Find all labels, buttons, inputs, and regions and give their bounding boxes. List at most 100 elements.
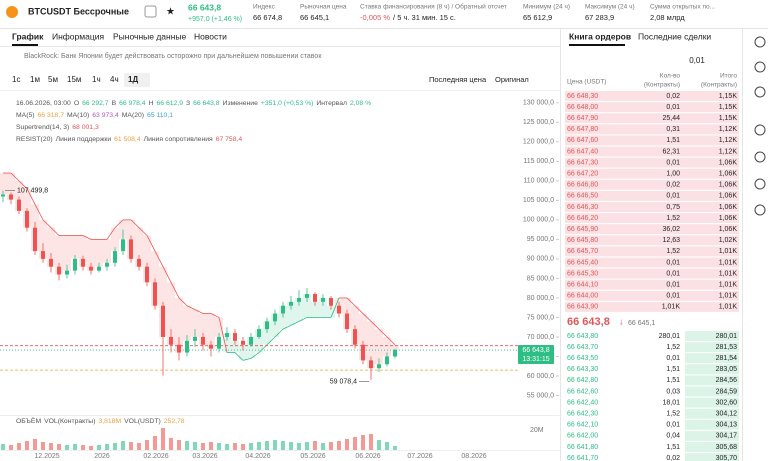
depth-bar xyxy=(565,91,739,101)
volume-bar xyxy=(281,441,285,450)
tab[interactable]: Информация xyxy=(52,31,104,41)
supertrend-line xyxy=(154,250,164,267)
volume-bar xyxy=(81,445,85,450)
candle-body xyxy=(313,294,317,302)
candle-body xyxy=(337,305,341,314)
tab[interactable]: Книга ордеров xyxy=(569,31,631,41)
supertrend-band xyxy=(103,239,111,263)
volume-bar xyxy=(305,442,309,450)
side-icon[interactable] xyxy=(754,61,766,73)
side-icon[interactable] xyxy=(754,36,766,48)
side-icon[interactable] xyxy=(754,204,766,216)
stat-value: 2,08 млрд xyxy=(650,13,685,22)
legend-item: Н xyxy=(149,100,154,107)
stat-label: Индекс xyxy=(253,4,276,11)
book-qty: 1,52 xyxy=(666,411,680,418)
y-tick-label: 85 000,0 xyxy=(527,275,554,282)
depth-bar xyxy=(565,235,739,246)
candle-body xyxy=(81,258,85,267)
candle-body xyxy=(257,329,261,337)
depth-bar xyxy=(685,442,739,452)
supertrend-line xyxy=(362,313,372,322)
book-qty: 1,00 xyxy=(666,171,680,178)
candle-body xyxy=(241,340,245,345)
interval: 1с xyxy=(12,75,20,84)
book-price: 66 646,30 xyxy=(567,204,598,211)
supertrend-band xyxy=(15,180,23,211)
candle-body xyxy=(369,360,373,369)
legend: ОБЪЁМ VOL(Контракты) 3,818M VOL(USDT) 252,78 xyxy=(16,417,185,425)
candle-body xyxy=(345,313,349,330)
book-price: 66 642,60 xyxy=(567,388,598,395)
volume-bar xyxy=(289,442,293,450)
candle-body xyxy=(185,340,189,353)
candle-body xyxy=(177,344,181,353)
volume-bar xyxy=(49,443,53,450)
volume-bar xyxy=(89,446,93,450)
book-total: 302,60 xyxy=(716,399,738,406)
x-tick-label: 02.2026 xyxy=(143,453,168,460)
volume-bar xyxy=(17,443,21,450)
legend-item: VOL(Контракты) xyxy=(44,418,95,425)
supertrend-line xyxy=(298,317,308,322)
book-qty: 36,02 xyxy=(662,226,680,233)
candle-body xyxy=(25,210,29,228)
book-qty: 0,01 xyxy=(666,270,680,277)
volume-bar xyxy=(337,441,341,450)
side-icon[interactable] xyxy=(754,178,766,190)
supertrend-line xyxy=(354,305,364,314)
supertrend-band xyxy=(319,297,327,318)
tab[interactable]: Рыночные данные xyxy=(113,31,187,41)
supertrend-band xyxy=(111,227,119,252)
book-header: Кол-во xyxy=(660,73,681,80)
tab[interactable]: Последние сделки xyxy=(638,31,711,41)
tab[interactable]: График xyxy=(12,31,44,41)
legend-item: MA(10) xyxy=(67,112,89,119)
view-mode[interactable]: Оригинал xyxy=(495,75,529,84)
y-tick-label: 95 000,0 xyxy=(527,236,554,243)
depth-bar xyxy=(685,375,739,386)
supertrend-line xyxy=(170,282,180,299)
side-icon[interactable] xyxy=(754,86,766,98)
legend-item: Интервал xyxy=(316,100,347,107)
volume-bar xyxy=(153,436,157,450)
favorite-star[interactable]: ★ xyxy=(166,7,175,18)
book-qty: 0,01 xyxy=(666,422,680,429)
book-price: 66 647,40 xyxy=(567,148,598,155)
book-header: (Контракты) xyxy=(701,82,737,89)
book-price: 66 647,30 xyxy=(567,159,598,166)
y-tick-label: 100 000,0 xyxy=(523,217,554,224)
book-price: 66 643,80 xyxy=(567,333,598,340)
legend-item: MA(5) xyxy=(16,112,35,119)
book-price: 66 643,70 xyxy=(567,344,598,351)
book-price: 66 648,30 xyxy=(567,93,598,100)
supertrend-band xyxy=(383,336,391,357)
tick-size[interactable]: 0,01 xyxy=(689,56,705,65)
stat-label: Ставка финансирования (8 ч) / Обратный о… xyxy=(360,3,507,11)
supertrend-band xyxy=(239,344,247,361)
volume-bar xyxy=(137,443,141,450)
book-total: 1,15K xyxy=(719,93,738,100)
side-icon[interactable] xyxy=(754,124,766,136)
price-mode[interactable]: Последняя цена xyxy=(429,75,487,84)
legend-item: З xyxy=(186,100,190,107)
volume-bar xyxy=(393,446,397,450)
depth-bar xyxy=(685,453,739,461)
tab[interactable]: Новости xyxy=(194,31,227,41)
side-icon[interactable] xyxy=(754,151,766,163)
candle-body xyxy=(377,364,381,369)
down-arrow: ↓ xyxy=(619,316,624,326)
menu-icon[interactable] xyxy=(144,5,157,18)
supertrend-band xyxy=(207,313,215,349)
supertrend-band xyxy=(167,282,175,345)
candle-body xyxy=(97,266,101,271)
candle-body xyxy=(289,301,293,306)
supertrend-band xyxy=(71,235,79,259)
interval: 15м xyxy=(67,75,81,84)
y-tick-label: 70 000,0 xyxy=(527,334,554,341)
news-ticker[interactable]: BlackRock: Банк Японии будет действовать… xyxy=(24,52,322,60)
symbol[interactable]: BTCUSDT Бессрочные xyxy=(28,6,129,16)
candle-body xyxy=(1,194,5,197)
volume-bar xyxy=(345,439,349,450)
y-tick-label: 80 000,0 xyxy=(527,295,554,302)
